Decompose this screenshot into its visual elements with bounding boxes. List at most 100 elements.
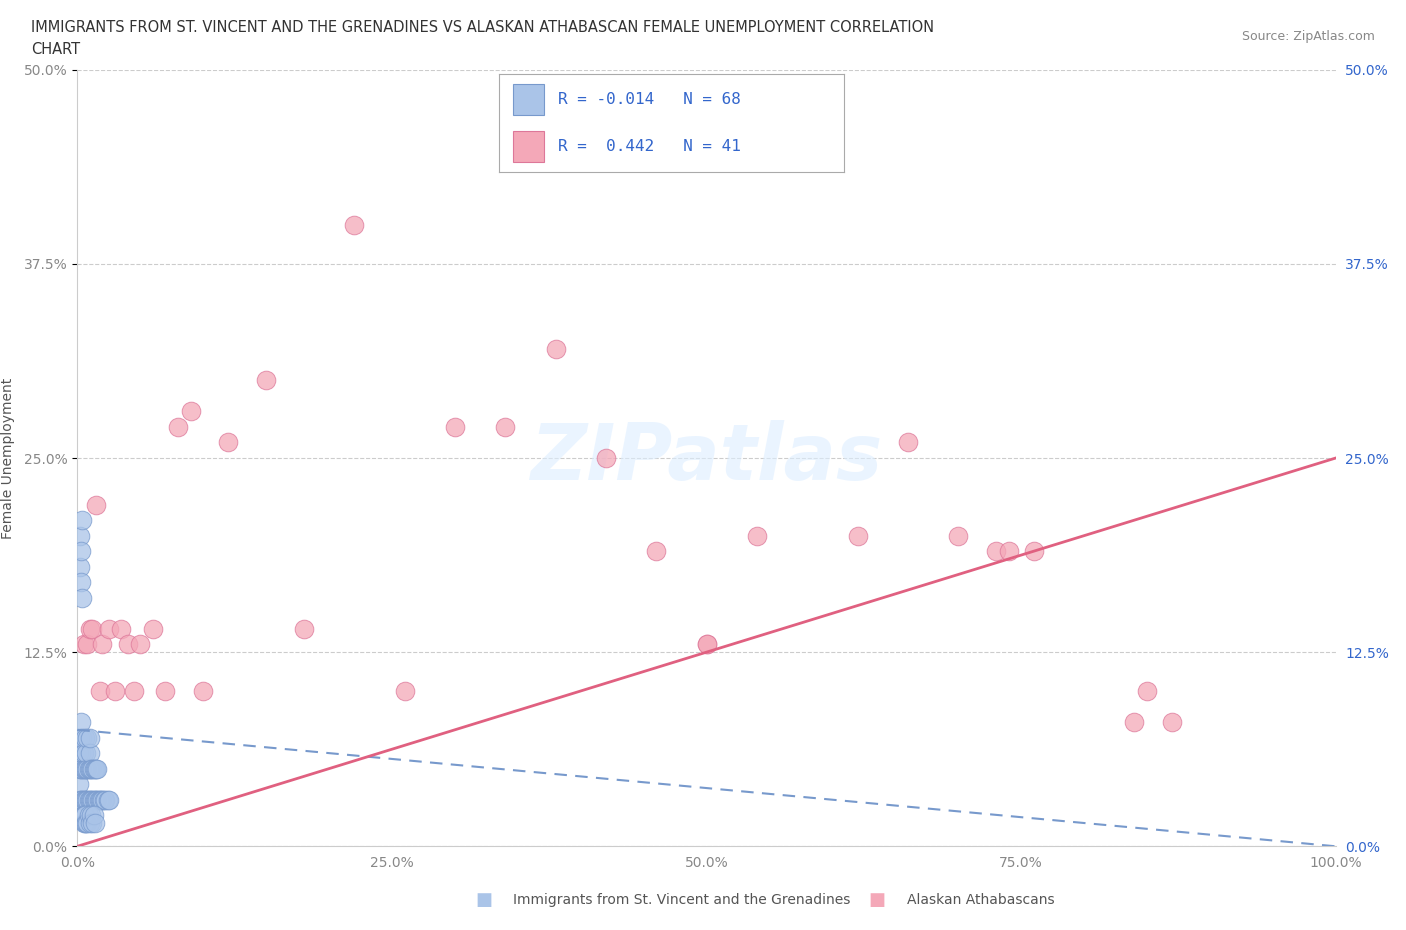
Point [69, 559, 91, 574]
Point [494, 419, 516, 434]
Point [80, 808, 103, 823]
Point [76, 816, 98, 830]
Point [1123, 714, 1146, 729]
Point [80, 761, 103, 776]
Point [69, 761, 91, 776]
Point [79, 761, 101, 776]
Text: ZIPatlas: ZIPatlas [530, 420, 883, 496]
Point [70, 575, 93, 590]
Point [72, 746, 94, 761]
Point [86, 761, 108, 776]
Point [86, 792, 108, 807]
Point [73, 808, 96, 823]
Point [155, 684, 177, 698]
Point [76, 792, 98, 807]
Point [72, 591, 94, 605]
Point [70, 761, 93, 776]
Point [69, 730, 91, 745]
Point [72, 637, 94, 652]
Point [87, 792, 110, 807]
Point [72, 792, 94, 807]
Point [75, 816, 97, 830]
Bar [513, 85, 544, 115]
Point [343, 218, 366, 232]
Point [696, 637, 718, 652]
Text: R =  0.442   N = 41: R = 0.442 N = 41 [558, 140, 741, 154]
Point [97, 792, 120, 807]
Point [91, 792, 114, 807]
Text: Source: ZipAtlas.com: Source: ZipAtlas.com [1241, 30, 1375, 43]
Point [72, 808, 94, 823]
Point [79, 730, 101, 745]
Point [69, 792, 91, 807]
Point [82, 816, 104, 830]
Point [104, 684, 127, 698]
Point [77, 761, 100, 776]
Point [70, 714, 93, 729]
Point [1022, 544, 1045, 559]
Point [394, 684, 416, 698]
Point [117, 637, 139, 652]
Point [80, 792, 103, 807]
Point [142, 621, 165, 636]
Point [90, 792, 112, 807]
Text: Alaskan Athabascans: Alaskan Athabascans [907, 893, 1054, 908]
Point [76, 730, 98, 745]
Point [110, 621, 132, 636]
Point [180, 404, 202, 418]
Point [997, 544, 1019, 559]
Point [77, 808, 100, 823]
Point [73, 792, 96, 807]
Point [79, 621, 101, 636]
Point [75, 792, 97, 807]
Point [72, 512, 94, 527]
Point [84, 761, 107, 776]
Point [82, 761, 104, 776]
Point [292, 621, 315, 636]
Point [84, 761, 107, 776]
Point [1161, 714, 1184, 729]
Point [1136, 684, 1159, 698]
Point [82, 621, 104, 636]
Point [75, 746, 97, 761]
Point [76, 637, 98, 652]
Point [72, 761, 94, 776]
Text: IMMIGRANTS FROM ST. VINCENT AND THE GRENADINES VS ALASKAN ATHABASCAN FEMALE UNEM: IMMIGRANTS FROM ST. VINCENT AND THE GREN… [31, 20, 934, 35]
Point [129, 637, 152, 652]
Text: R = -0.014   N = 68: R = -0.014 N = 68 [558, 92, 741, 107]
Point [846, 528, 869, 543]
Point [444, 419, 467, 434]
Point [83, 808, 105, 823]
Point [72, 761, 94, 776]
Point [897, 435, 920, 450]
Point [696, 637, 718, 652]
Point [544, 342, 567, 357]
Point [69, 528, 91, 543]
Point [84, 792, 107, 807]
Point [73, 761, 96, 776]
Point [72, 816, 94, 830]
Point [595, 451, 617, 466]
Point [72, 730, 94, 745]
Point [70, 544, 93, 559]
Point [73, 816, 96, 830]
Point [82, 792, 104, 807]
Point [70, 792, 93, 807]
Point [97, 621, 120, 636]
Point [72, 792, 94, 807]
Text: Immigrants from St. Vincent and the Grenadines: Immigrants from St. Vincent and the Gren… [513, 893, 851, 908]
Point [76, 761, 98, 776]
Bar [513, 131, 544, 163]
Text: CHART: CHART [31, 42, 80, 57]
Point [70, 746, 93, 761]
Text: ■: ■ [475, 891, 492, 910]
Point [67, 777, 90, 791]
Point [167, 419, 190, 434]
Point [79, 792, 101, 807]
Y-axis label: Female Unemployment: Female Unemployment [1, 378, 15, 538]
Point [984, 544, 1007, 559]
Point [89, 792, 111, 807]
Point [75, 761, 97, 776]
Point [83, 761, 105, 776]
Point [73, 730, 96, 745]
